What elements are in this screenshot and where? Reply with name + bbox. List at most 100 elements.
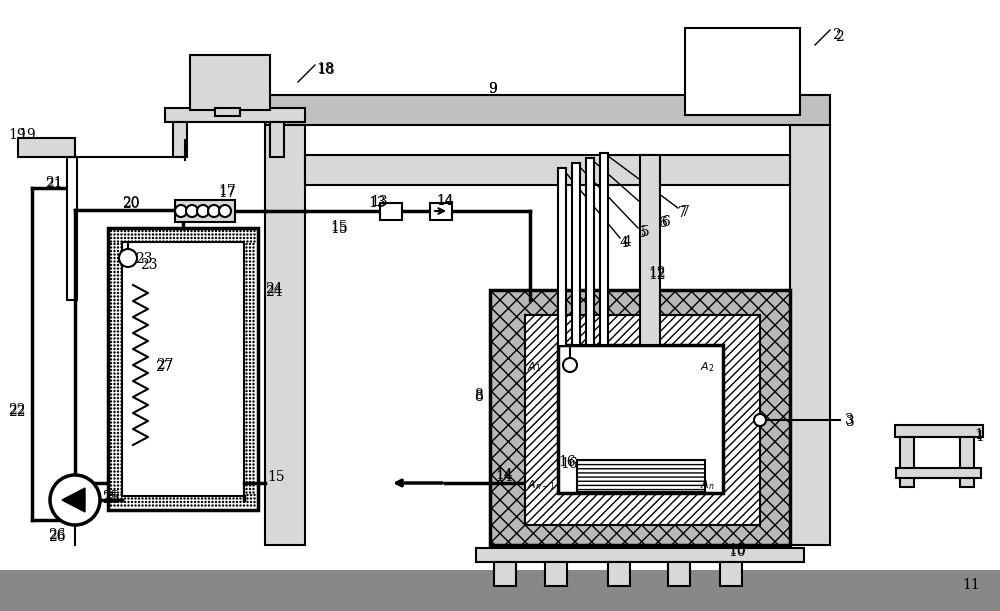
- Circle shape: [155, 504, 158, 507]
- Circle shape: [166, 497, 168, 500]
- Circle shape: [166, 240, 168, 243]
- Text: 6: 6: [661, 215, 670, 229]
- Circle shape: [113, 422, 116, 423]
- Circle shape: [242, 435, 244, 437]
- Circle shape: [197, 494, 200, 496]
- Circle shape: [215, 494, 217, 496]
- Circle shape: [134, 494, 137, 496]
- Circle shape: [242, 453, 244, 455]
- Circle shape: [249, 474, 251, 476]
- Bar: [380, 203, 402, 220]
- Circle shape: [249, 271, 251, 273]
- Circle shape: [245, 302, 248, 305]
- Bar: [685, 28, 800, 115]
- Circle shape: [110, 264, 112, 266]
- Circle shape: [215, 504, 217, 507]
- Circle shape: [252, 485, 255, 487]
- Circle shape: [249, 362, 251, 364]
- Circle shape: [120, 334, 123, 336]
- Circle shape: [252, 414, 255, 417]
- Circle shape: [245, 267, 248, 269]
- Circle shape: [162, 494, 165, 496]
- Text: 27: 27: [156, 358, 174, 372]
- Circle shape: [145, 497, 147, 500]
- Circle shape: [113, 372, 116, 375]
- Circle shape: [242, 309, 244, 312]
- Text: 5: 5: [641, 225, 650, 239]
- Circle shape: [110, 341, 112, 343]
- Bar: [586, 158, 594, 345]
- Circle shape: [117, 386, 119, 389]
- Bar: [668, 562, 690, 586]
- Circle shape: [252, 355, 255, 357]
- Circle shape: [250, 494, 252, 496]
- Circle shape: [141, 494, 144, 496]
- Circle shape: [252, 351, 255, 354]
- Circle shape: [215, 237, 217, 239]
- Circle shape: [113, 397, 116, 399]
- Circle shape: [180, 240, 182, 243]
- Circle shape: [131, 240, 133, 243]
- Circle shape: [242, 376, 244, 378]
- Circle shape: [246, 237, 249, 239]
- Bar: [640, 155, 660, 345]
- Circle shape: [110, 348, 112, 350]
- Circle shape: [120, 477, 123, 480]
- Circle shape: [249, 320, 251, 322]
- Circle shape: [245, 281, 248, 284]
- Bar: [265, 95, 830, 125]
- Circle shape: [110, 240, 112, 243]
- Text: 16: 16: [558, 455, 576, 469]
- Circle shape: [232, 494, 235, 496]
- Circle shape: [187, 233, 189, 236]
- Circle shape: [166, 233, 168, 236]
- Circle shape: [242, 485, 244, 487]
- Circle shape: [218, 494, 221, 496]
- Circle shape: [245, 372, 248, 375]
- Circle shape: [120, 240, 123, 243]
- Circle shape: [117, 369, 119, 371]
- Circle shape: [110, 501, 112, 503]
- Circle shape: [252, 393, 255, 396]
- Circle shape: [138, 230, 140, 232]
- Circle shape: [211, 237, 214, 239]
- Circle shape: [242, 358, 244, 360]
- Circle shape: [253, 497, 256, 500]
- Circle shape: [113, 497, 116, 500]
- Circle shape: [117, 453, 119, 455]
- Circle shape: [145, 504, 147, 507]
- Circle shape: [242, 425, 244, 427]
- Circle shape: [252, 331, 255, 333]
- Text: 14: 14: [495, 468, 513, 482]
- Text: 20: 20: [122, 197, 140, 211]
- Circle shape: [117, 299, 119, 301]
- Circle shape: [252, 327, 255, 329]
- Circle shape: [117, 425, 119, 427]
- Circle shape: [120, 432, 123, 434]
- Circle shape: [110, 306, 112, 308]
- Circle shape: [110, 372, 112, 375]
- Circle shape: [246, 233, 249, 236]
- Circle shape: [252, 425, 255, 427]
- Bar: [122, 242, 244, 496]
- Circle shape: [249, 491, 251, 494]
- Circle shape: [120, 302, 123, 305]
- Circle shape: [253, 237, 256, 239]
- Text: 2: 2: [832, 28, 841, 42]
- Circle shape: [249, 470, 251, 473]
- Circle shape: [249, 302, 251, 305]
- Circle shape: [117, 467, 119, 469]
- Circle shape: [208, 230, 210, 232]
- Circle shape: [242, 390, 244, 392]
- Circle shape: [138, 497, 140, 500]
- Circle shape: [117, 331, 119, 333]
- Circle shape: [242, 264, 244, 266]
- Text: 25: 25: [102, 492, 120, 506]
- Circle shape: [110, 355, 112, 357]
- Circle shape: [110, 323, 112, 326]
- Circle shape: [117, 365, 119, 368]
- Text: $A_2$: $A_2$: [700, 360, 714, 374]
- Circle shape: [250, 230, 252, 232]
- Circle shape: [110, 485, 112, 487]
- Circle shape: [120, 501, 123, 503]
